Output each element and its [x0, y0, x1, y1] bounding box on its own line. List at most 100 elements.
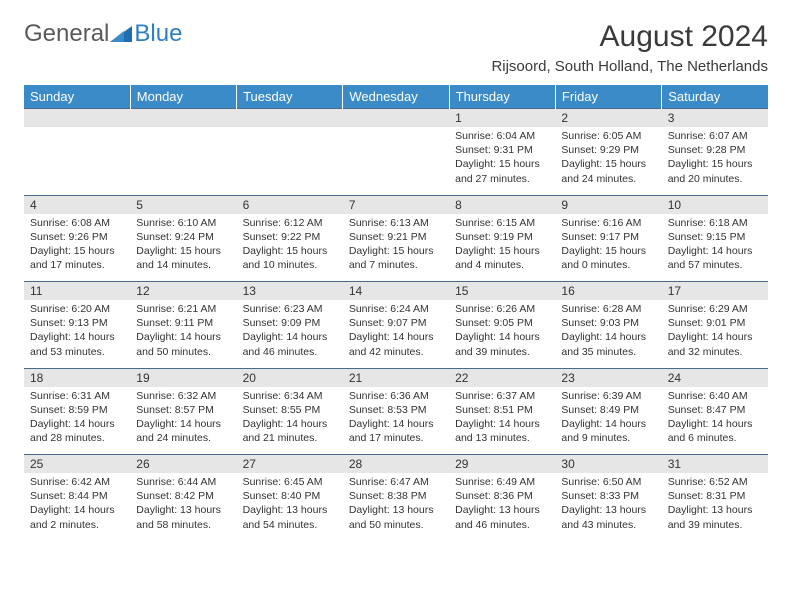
- sunset-text: Sunset: 8:53 PM: [349, 403, 443, 417]
- daylight1-text: Daylight: 14 hours: [349, 417, 443, 431]
- sunrise-text: Sunrise: 6:20 AM: [30, 302, 124, 316]
- day-detail-cell: Sunrise: 6:07 AMSunset: 9:28 PMDaylight:…: [662, 127, 768, 195]
- day-number-cell: [343, 109, 449, 128]
- day-detail-cell: Sunrise: 6:49 AMSunset: 8:36 PMDaylight:…: [449, 473, 555, 541]
- day-detail-cell: Sunrise: 6:45 AMSunset: 8:40 PMDaylight:…: [237, 473, 343, 541]
- day-number-cell: 29: [449, 455, 555, 474]
- header: General Blue August 2024 Rijsoord, South…: [24, 20, 768, 75]
- daylight1-text: Daylight: 14 hours: [243, 330, 337, 344]
- title-block: August 2024 Rijsoord, South Holland, The…: [491, 20, 768, 75]
- day-detail-cell: [237, 127, 343, 195]
- sunset-text: Sunset: 8:55 PM: [243, 403, 337, 417]
- daylight1-text: Daylight: 15 hours: [561, 244, 655, 258]
- daylight2-text: and 57 minutes.: [668, 258, 762, 272]
- sunset-text: Sunset: 9:19 PM: [455, 230, 549, 244]
- daylight2-text: and 0 minutes.: [561, 258, 655, 272]
- sunset-text: Sunset: 9:28 PM: [668, 143, 762, 157]
- sunrise-text: Sunrise: 6:36 AM: [349, 389, 443, 403]
- daylight1-text: Daylight: 15 hours: [455, 157, 549, 171]
- day-number-cell: 8: [449, 195, 555, 214]
- day-detail-cell: Sunrise: 6:23 AMSunset: 9:09 PMDaylight:…: [237, 300, 343, 368]
- sunset-text: Sunset: 9:15 PM: [668, 230, 762, 244]
- day-detail-cell: Sunrise: 6:26 AMSunset: 9:05 PMDaylight:…: [449, 300, 555, 368]
- day-detail-cell: Sunrise: 6:28 AMSunset: 9:03 PMDaylight:…: [555, 300, 661, 368]
- sunrise-text: Sunrise: 6:45 AM: [243, 475, 337, 489]
- daylight1-text: Daylight: 13 hours: [243, 503, 337, 517]
- sunset-text: Sunset: 8:57 PM: [136, 403, 230, 417]
- sunset-text: Sunset: 9:24 PM: [136, 230, 230, 244]
- sunrise-text: Sunrise: 6:44 AM: [136, 475, 230, 489]
- weekday-header: Saturday: [662, 85, 768, 109]
- calendar-table: Sunday Monday Tuesday Wednesday Thursday…: [24, 85, 768, 541]
- day-number-cell: 4: [24, 195, 130, 214]
- sunrise-text: Sunrise: 6:05 AM: [561, 129, 655, 143]
- weekday-header-row: Sunday Monday Tuesday Wednesday Thursday…: [24, 85, 768, 109]
- day-detail-cell: Sunrise: 6:50 AMSunset: 8:33 PMDaylight:…: [555, 473, 661, 541]
- day-detail-row: Sunrise: 6:31 AMSunset: 8:59 PMDaylight:…: [24, 387, 768, 455]
- daylight2-text: and 54 minutes.: [243, 518, 337, 532]
- day-detail-cell: Sunrise: 6:10 AMSunset: 9:24 PMDaylight:…: [130, 214, 236, 282]
- daylight2-text: and 39 minutes.: [668, 518, 762, 532]
- day-detail-cell: Sunrise: 6:40 AMSunset: 8:47 PMDaylight:…: [662, 387, 768, 455]
- sunrise-text: Sunrise: 6:50 AM: [561, 475, 655, 489]
- day-detail-cell: Sunrise: 6:37 AMSunset: 8:51 PMDaylight:…: [449, 387, 555, 455]
- daylight1-text: Daylight: 14 hours: [136, 417, 230, 431]
- sunrise-text: Sunrise: 6:28 AM: [561, 302, 655, 316]
- daylight2-text: and 21 minutes.: [243, 431, 337, 445]
- day-detail-row: Sunrise: 6:20 AMSunset: 9:13 PMDaylight:…: [24, 300, 768, 368]
- page-title: August 2024: [491, 20, 768, 54]
- sunset-text: Sunset: 8:36 PM: [455, 489, 549, 503]
- day-number-row: 45678910: [24, 195, 768, 214]
- day-number-row: 123: [24, 109, 768, 128]
- day-number-cell: 22: [449, 368, 555, 387]
- day-number-cell: 5: [130, 195, 236, 214]
- sunrise-text: Sunrise: 6:10 AM: [136, 216, 230, 230]
- sunrise-text: Sunrise: 6:40 AM: [668, 389, 762, 403]
- weekday-header: Wednesday: [343, 85, 449, 109]
- daylight1-text: Daylight: 15 hours: [136, 244, 230, 258]
- daylight1-text: Daylight: 14 hours: [561, 330, 655, 344]
- daylight2-text: and 7 minutes.: [349, 258, 443, 272]
- day-number-cell: 10: [662, 195, 768, 214]
- sunrise-text: Sunrise: 6:39 AM: [561, 389, 655, 403]
- day-number-cell: 27: [237, 455, 343, 474]
- sunset-text: Sunset: 8:44 PM: [30, 489, 124, 503]
- sunset-text: Sunset: 9:03 PM: [561, 316, 655, 330]
- sunset-text: Sunset: 9:17 PM: [561, 230, 655, 244]
- day-number-cell: 19: [130, 368, 236, 387]
- sunset-text: Sunset: 8:47 PM: [668, 403, 762, 417]
- day-number-cell: [24, 109, 130, 128]
- day-detail-row: Sunrise: 6:42 AMSunset: 8:44 PMDaylight:…: [24, 473, 768, 541]
- daylight2-text: and 28 minutes.: [30, 431, 124, 445]
- sunset-text: Sunset: 9:07 PM: [349, 316, 443, 330]
- daylight1-text: Daylight: 14 hours: [349, 330, 443, 344]
- day-detail-cell: Sunrise: 6:34 AMSunset: 8:55 PMDaylight:…: [237, 387, 343, 455]
- daylight2-text: and 58 minutes.: [136, 518, 230, 532]
- weekday-header: Monday: [130, 85, 236, 109]
- day-detail-cell: Sunrise: 6:16 AMSunset: 9:17 PMDaylight:…: [555, 214, 661, 282]
- sunrise-text: Sunrise: 6:34 AM: [243, 389, 337, 403]
- sunset-text: Sunset: 8:51 PM: [455, 403, 549, 417]
- sunset-text: Sunset: 8:33 PM: [561, 489, 655, 503]
- sunset-text: Sunset: 8:42 PM: [136, 489, 230, 503]
- sunset-text: Sunset: 8:38 PM: [349, 489, 443, 503]
- day-detail-cell: Sunrise: 6:21 AMSunset: 9:11 PMDaylight:…: [130, 300, 236, 368]
- daylight1-text: Daylight: 14 hours: [668, 417, 762, 431]
- sunset-text: Sunset: 8:40 PM: [243, 489, 337, 503]
- sunset-text: Sunset: 9:26 PM: [30, 230, 124, 244]
- daylight1-text: Daylight: 13 hours: [668, 503, 762, 517]
- daylight2-text: and 50 minutes.: [349, 518, 443, 532]
- day-number-cell: 1: [449, 109, 555, 128]
- daylight2-text: and 46 minutes.: [455, 518, 549, 532]
- daylight2-text: and 17 minutes.: [349, 431, 443, 445]
- day-number-cell: [130, 109, 236, 128]
- day-number-cell: 25: [24, 455, 130, 474]
- day-detail-cell: Sunrise: 6:47 AMSunset: 8:38 PMDaylight:…: [343, 473, 449, 541]
- day-number-cell: 26: [130, 455, 236, 474]
- day-number-cell: 14: [343, 282, 449, 301]
- day-detail-cell: Sunrise: 6:24 AMSunset: 9:07 PMDaylight:…: [343, 300, 449, 368]
- daylight1-text: Daylight: 14 hours: [30, 503, 124, 517]
- daylight2-text: and 24 minutes.: [136, 431, 230, 445]
- sunset-text: Sunset: 9:22 PM: [243, 230, 337, 244]
- day-detail-row: Sunrise: 6:04 AMSunset: 9:31 PMDaylight:…: [24, 127, 768, 195]
